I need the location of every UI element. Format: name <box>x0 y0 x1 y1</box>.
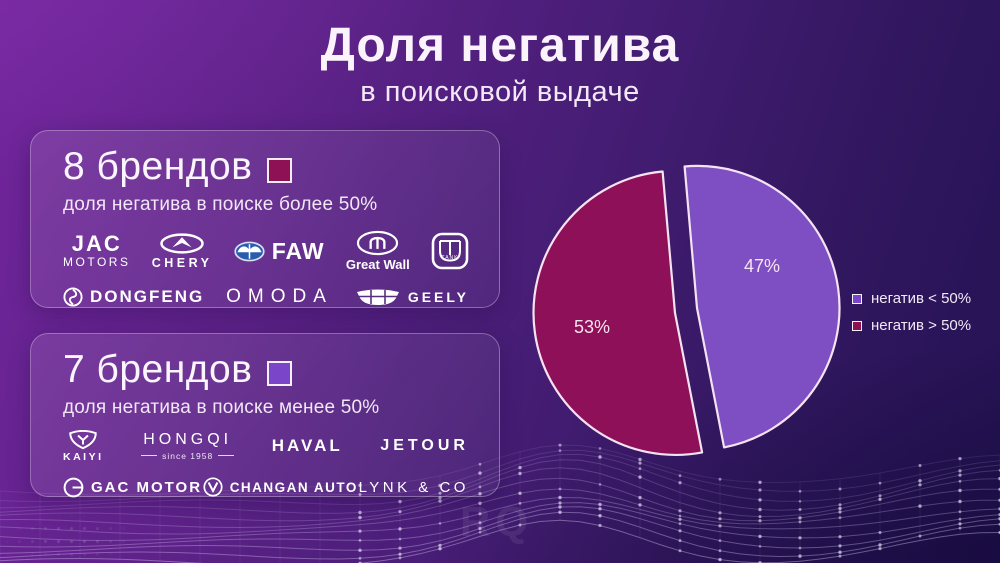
jetour-wordmark: JETOUR <box>380 437 469 454</box>
watermark: RQ <box>460 498 533 545</box>
pie-chart: 53% 47% <box>520 158 865 470</box>
faw-logo-icon <box>234 241 265 261</box>
dongfeng-logo-icon <box>63 287 83 307</box>
legend-label-over-50: негатив > 50% <box>871 317 972 334</box>
card1-logo-row-2: DONGFENG OMODA GEELY <box>63 282 469 312</box>
jac-wordmark: JAC <box>71 230 122 256</box>
changan-auto-logo-icon <box>203 477 223 497</box>
brand-hongqi: HONGQI since 1958 <box>141 430 235 461</box>
changan-auto-wordmark: CHANGAN AUTO <box>229 479 358 495</box>
geely-logo-icon <box>356 289 399 305</box>
tank-wordmark: TANK <box>442 255 459 261</box>
chery-wordmark: CHERY <box>151 255 213 270</box>
dongfeng-wordmark: DONGFENG <box>90 287 205 306</box>
brand-faw: FAW <box>234 238 325 265</box>
pie-chart-svg: 53% 47% <box>532 164 841 456</box>
brand-jetour: JETOUR <box>380 437 469 455</box>
hongqi-dash-left <box>141 455 158 456</box>
header: Доля негатива в поисковой выдаче <box>0 19 1000 109</box>
card1-subtitle: доля негатива в поиске более 50% <box>63 194 378 215</box>
legend-item-over-50: негатив > 50% <box>852 317 971 334</box>
brand-chery: CHERY <box>151 232 213 270</box>
gac-motor-logo-icon <box>63 477 84 497</box>
legend-label-under-50: негатив < 50% <box>871 290 972 307</box>
brand-gac-motor: GAC MOTOR <box>63 477 202 498</box>
brand-dongfeng: DONGFENG <box>63 287 204 307</box>
pie-slice-47 <box>683 164 841 449</box>
legend-item-under-50: негатив < 50% <box>852 290 971 307</box>
card-brands-under-50: 7 брендов доля негатива в поиске менее 5… <box>30 333 500 497</box>
chery-logo-icon <box>160 232 204 254</box>
pie-slice-53 <box>532 170 704 456</box>
page-subtitle: в поисковой выдаче <box>360 75 640 108</box>
brand-tank: TANK <box>431 232 469 270</box>
pie-slice-47-group <box>683 164 841 449</box>
kaiyi-logo-icon <box>69 429 97 449</box>
faw-wordmark: FAW <box>271 237 325 264</box>
card2-title-row: 7 брендов <box>63 348 469 392</box>
wireframe-wave-decoration <box>0 443 1000 563</box>
tank-logo-icon: TANK <box>431 232 469 270</box>
lynk-co-wordmark: LYNK & CO <box>358 478 469 496</box>
brand-geely: GEELY <box>355 287 469 307</box>
card2-logo-row-1: KAIYI HONGQI since 1958 HAVAL JETOUR <box>63 429 469 463</box>
brand-kaiyi: KAIYI <box>63 429 104 463</box>
hongqi-since-label: since 1958 <box>141 450 235 461</box>
chart-legend: негатив < 50% негатив > 50% <box>852 290 971 334</box>
card2-count: 7 брендов <box>63 348 253 391</box>
hongqi-wordmark: HONGQI <box>143 430 233 448</box>
pie-label-53: 53% <box>574 317 610 337</box>
legend-marker-purple <box>852 293 862 304</box>
omoda-wordmark: OMODA <box>226 286 333 307</box>
great-wall-wordmark: Great Wall <box>345 257 410 272</box>
brand-jac-motors: JAC MOTORS <box>63 230 131 269</box>
page-title: Доля негатива <box>320 19 680 72</box>
card2-subtitle: доля негатива в поиске менее 50% <box>63 397 380 418</box>
brand-omoda: OMODA <box>226 286 333 308</box>
haval-wordmark: HAVAL <box>271 436 343 455</box>
kaiyi-wordmark: KAIYI <box>63 450 104 463</box>
brand-changan-auto: CHANGAN AUTO <box>203 477 358 497</box>
pie-label-47: 47% <box>744 256 780 276</box>
jac-wordmark-sub: MOTORS <box>63 254 131 269</box>
card1-color-swatch <box>267 157 293 183</box>
card-brands-over-50: 8 брендов доля негатива в поиске более 5… <box>30 130 500 308</box>
brand-lynk-co: LYNK & CO <box>359 479 469 496</box>
brand-haval: HAVAL <box>272 436 343 456</box>
card1-logo-row-1: JAC MOTORS CHERY FAW <box>63 229 469 273</box>
card1-count: 8 брендов <box>63 145 253 188</box>
great-wall-logo-icon <box>357 230 399 256</box>
card2-color-swatch <box>267 360 293 386</box>
halftone-dots-decoration <box>0 353 320 563</box>
card2-logo-row-2: GAC MOTOR CHANGAN AUTO LYNK & CO <box>63 473 469 501</box>
geely-wordmark: GEELY <box>407 289 469 305</box>
hongqi-dash-right <box>218 455 235 456</box>
hongqi-since-text: since 1958 <box>162 450 214 461</box>
legend-marker-magenta <box>852 320 862 331</box>
gac-motor-wordmark: GAC MOTOR <box>91 478 203 496</box>
card1-title-row: 8 брендов <box>63 145 469 189</box>
brand-great-wall: Great Wall <box>346 230 410 272</box>
